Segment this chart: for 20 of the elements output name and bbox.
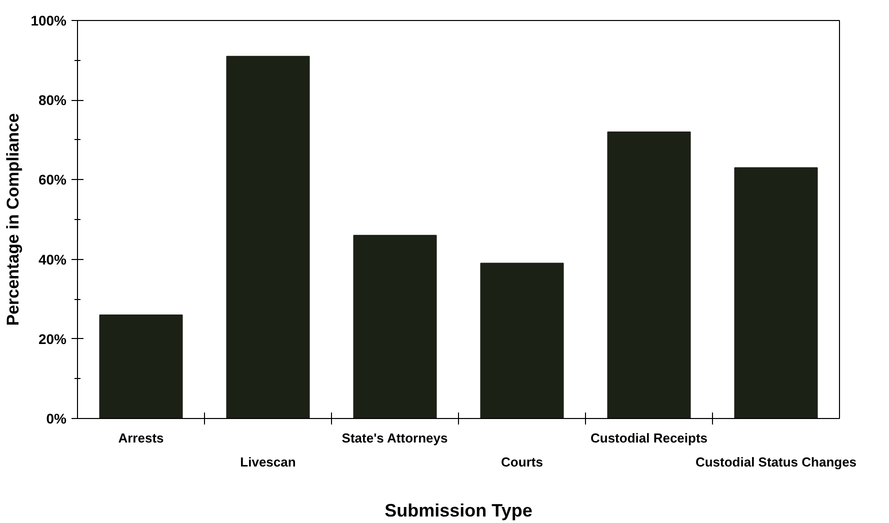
bar (607, 131, 691, 418)
x-tick-label: Courts (501, 454, 543, 470)
y-axis-title: Percentage in Compliance (4, 113, 23, 326)
bar (734, 167, 818, 418)
y-tick-label: 100% (30, 12, 68, 28)
x-tick-label: State's Attorneys (342, 430, 448, 446)
x-tick-label: Livescan (240, 454, 296, 470)
y-tick-label: 40% (38, 251, 68, 268)
y-tick-label: 20% (38, 330, 68, 347)
bar (99, 314, 183, 418)
y-tick-label: 0% (46, 410, 68, 426)
x-tick-label: Custodial Receipts (590, 430, 708, 446)
y-tick-label: 60% (38, 172, 68, 188)
bar (480, 262, 564, 418)
bar (353, 234, 437, 418)
x-axis-title: Submission Type (384, 500, 532, 520)
x-tick-label: Arrests (118, 430, 164, 446)
bar (226, 56, 310, 418)
x-tick-label: Custodial Status Changes (695, 454, 857, 470)
y-tick-label: 80% (38, 92, 68, 108)
